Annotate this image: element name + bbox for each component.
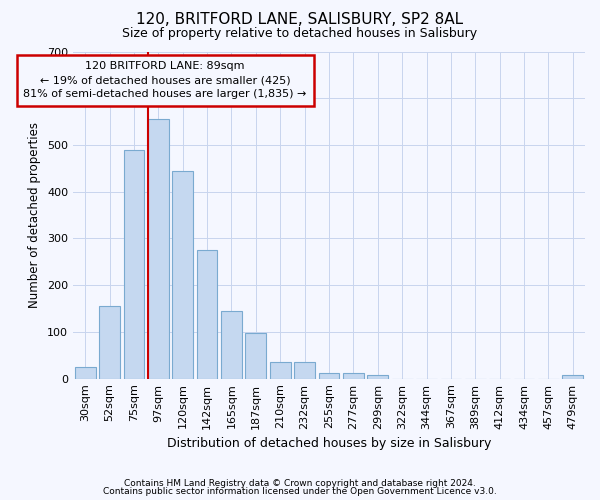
Bar: [319, 372, 340, 378]
Bar: [562, 375, 583, 378]
Text: 120 BRITFORD LANE: 89sqm
← 19% of detached houses are smaller (425)
81% of semi-: 120 BRITFORD LANE: 89sqm ← 19% of detach…: [23, 62, 307, 100]
Bar: [99, 306, 120, 378]
Bar: [245, 333, 266, 378]
Bar: [343, 372, 364, 378]
Bar: [124, 150, 145, 378]
Bar: [221, 311, 242, 378]
Bar: [270, 362, 290, 378]
X-axis label: Distribution of detached houses by size in Salisbury: Distribution of detached houses by size …: [167, 437, 491, 450]
Bar: [367, 375, 388, 378]
Bar: [75, 367, 95, 378]
Y-axis label: Number of detached properties: Number of detached properties: [28, 122, 41, 308]
Bar: [294, 362, 315, 378]
Bar: [148, 120, 169, 378]
Text: 120, BRITFORD LANE, SALISBURY, SP2 8AL: 120, BRITFORD LANE, SALISBURY, SP2 8AL: [136, 12, 464, 28]
Bar: [197, 250, 217, 378]
Text: Contains public sector information licensed under the Open Government Licence v3: Contains public sector information licen…: [103, 487, 497, 496]
Bar: [172, 170, 193, 378]
Text: Size of property relative to detached houses in Salisbury: Size of property relative to detached ho…: [122, 28, 478, 40]
Text: Contains HM Land Registry data © Crown copyright and database right 2024.: Contains HM Land Registry data © Crown c…: [124, 478, 476, 488]
